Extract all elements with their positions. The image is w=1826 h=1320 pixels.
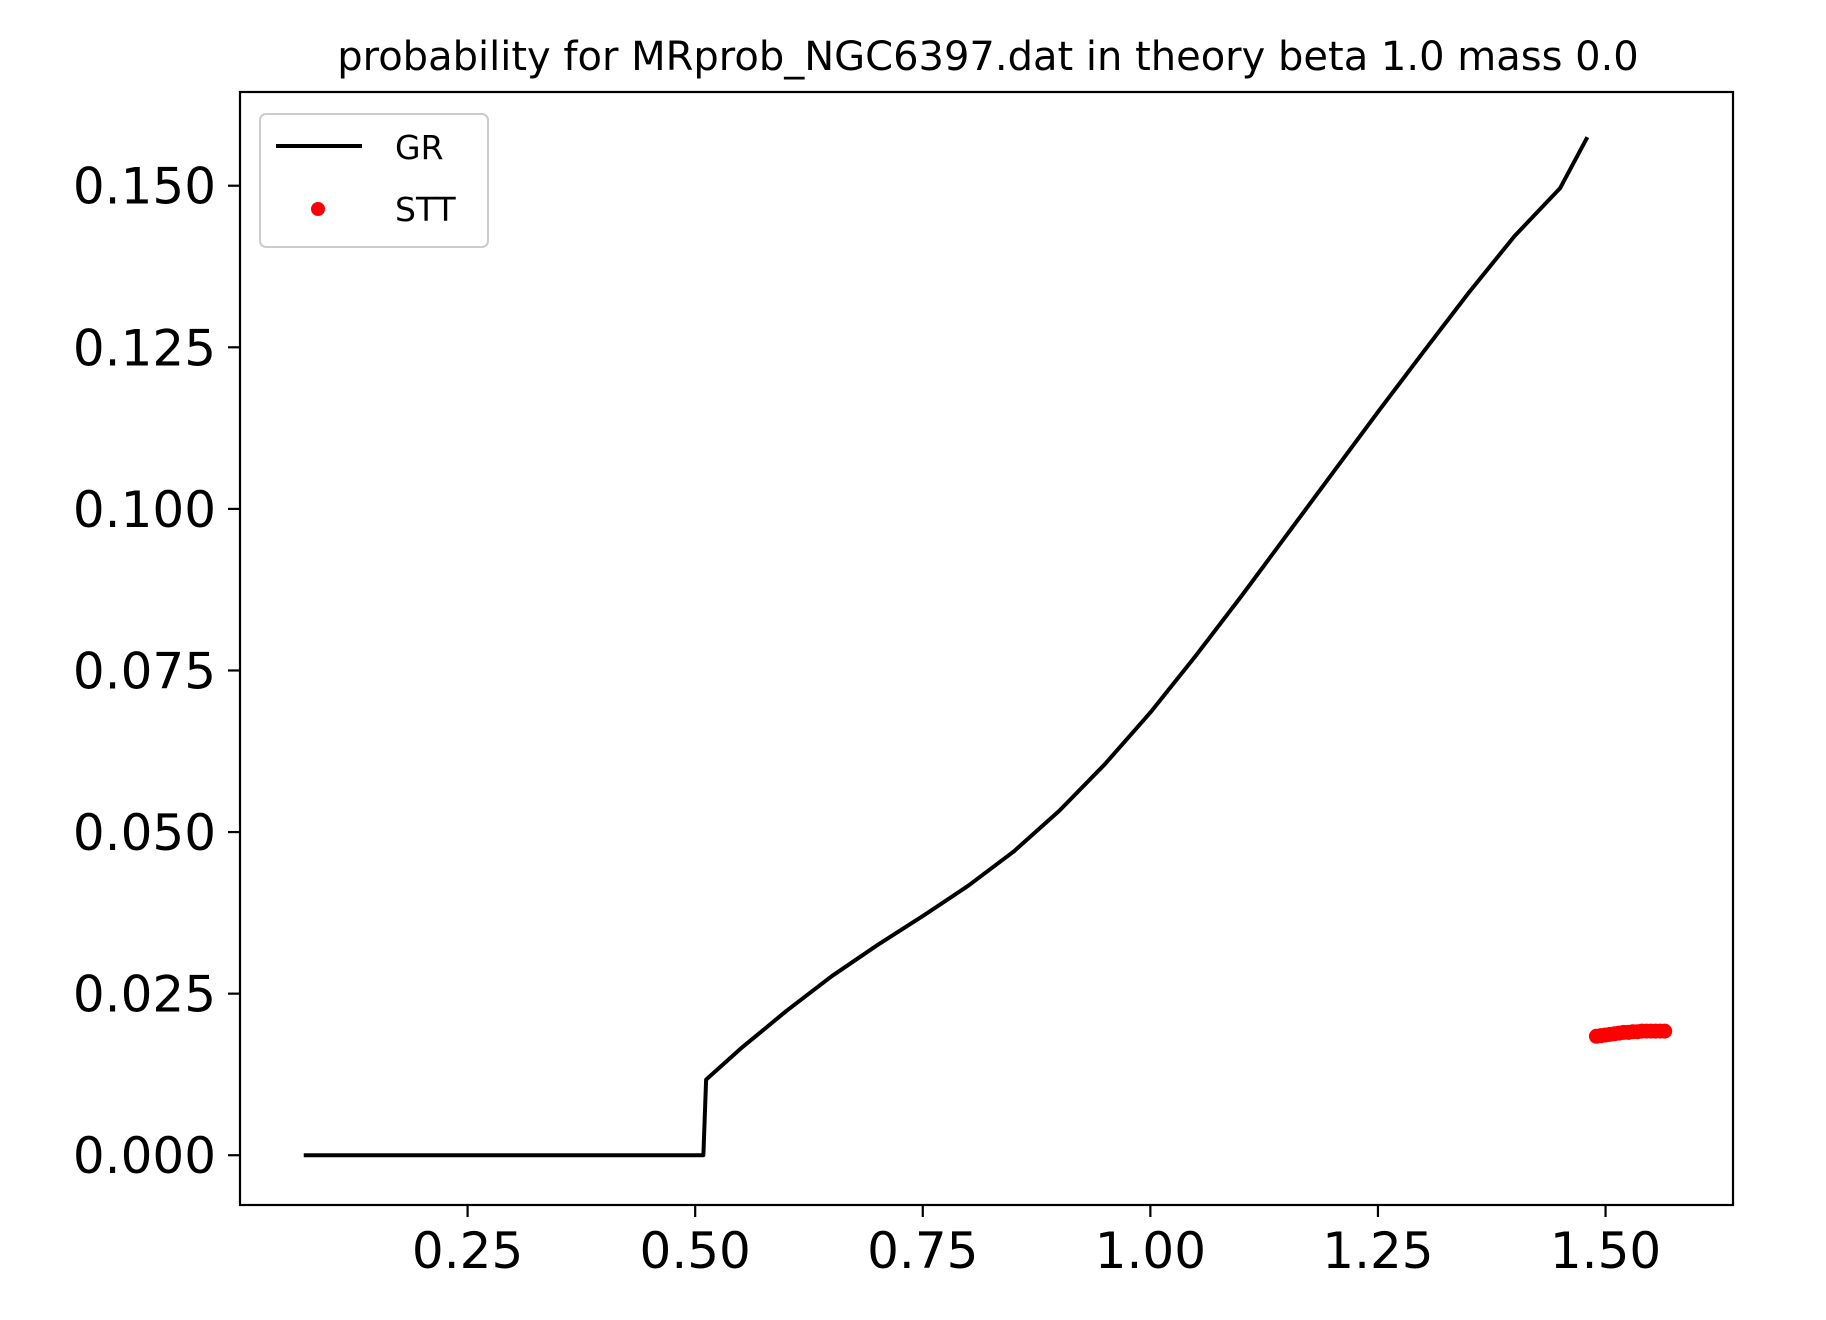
- plot-frame: [238, 90, 1735, 1207]
- y-tick-label: 0.075: [73, 642, 216, 700]
- y-tick-label: 0.150: [73, 158, 216, 216]
- x-tick-label: 1.00: [1095, 1222, 1206, 1280]
- legend: GR STT: [259, 113, 489, 248]
- chart-title: probability for MRprob_NGC6397.dat in th…: [337, 34, 1638, 80]
- y-tick-label: 0.025: [73, 966, 216, 1024]
- y-tick-label: 0.050: [73, 804, 216, 862]
- y-tick-label: 0.100: [73, 481, 216, 539]
- x-tick-label: 0.50: [640, 1222, 751, 1280]
- x-tick-label: 0.75: [867, 1222, 978, 1280]
- y-tick-label: 0.125: [73, 319, 216, 377]
- x-tick-label: 1.25: [1322, 1222, 1433, 1280]
- plot-area: [238, 90, 1735, 1207]
- series-point-stt: [1657, 1023, 1673, 1039]
- series-line-gr: [303, 136, 1590, 1158]
- legend-marker-stt: [311, 202, 325, 216]
- x-tick-label: 0.25: [412, 1222, 523, 1280]
- series-layer: [303, 136, 1673, 1158]
- x-tick-label: 1.50: [1550, 1222, 1661, 1280]
- legend-label-stt: STT: [395, 190, 457, 229]
- y-tick-label: 0.000: [73, 1127, 216, 1185]
- legend-label-gr: GR: [395, 128, 444, 167]
- x-axis: 0.25 0.50 0.75 1.00 1.25 1.50: [412, 1205, 1661, 1280]
- y-axis: 0.000 0.025 0.050 0.075 0.100 0.125 0.150: [73, 158, 240, 1185]
